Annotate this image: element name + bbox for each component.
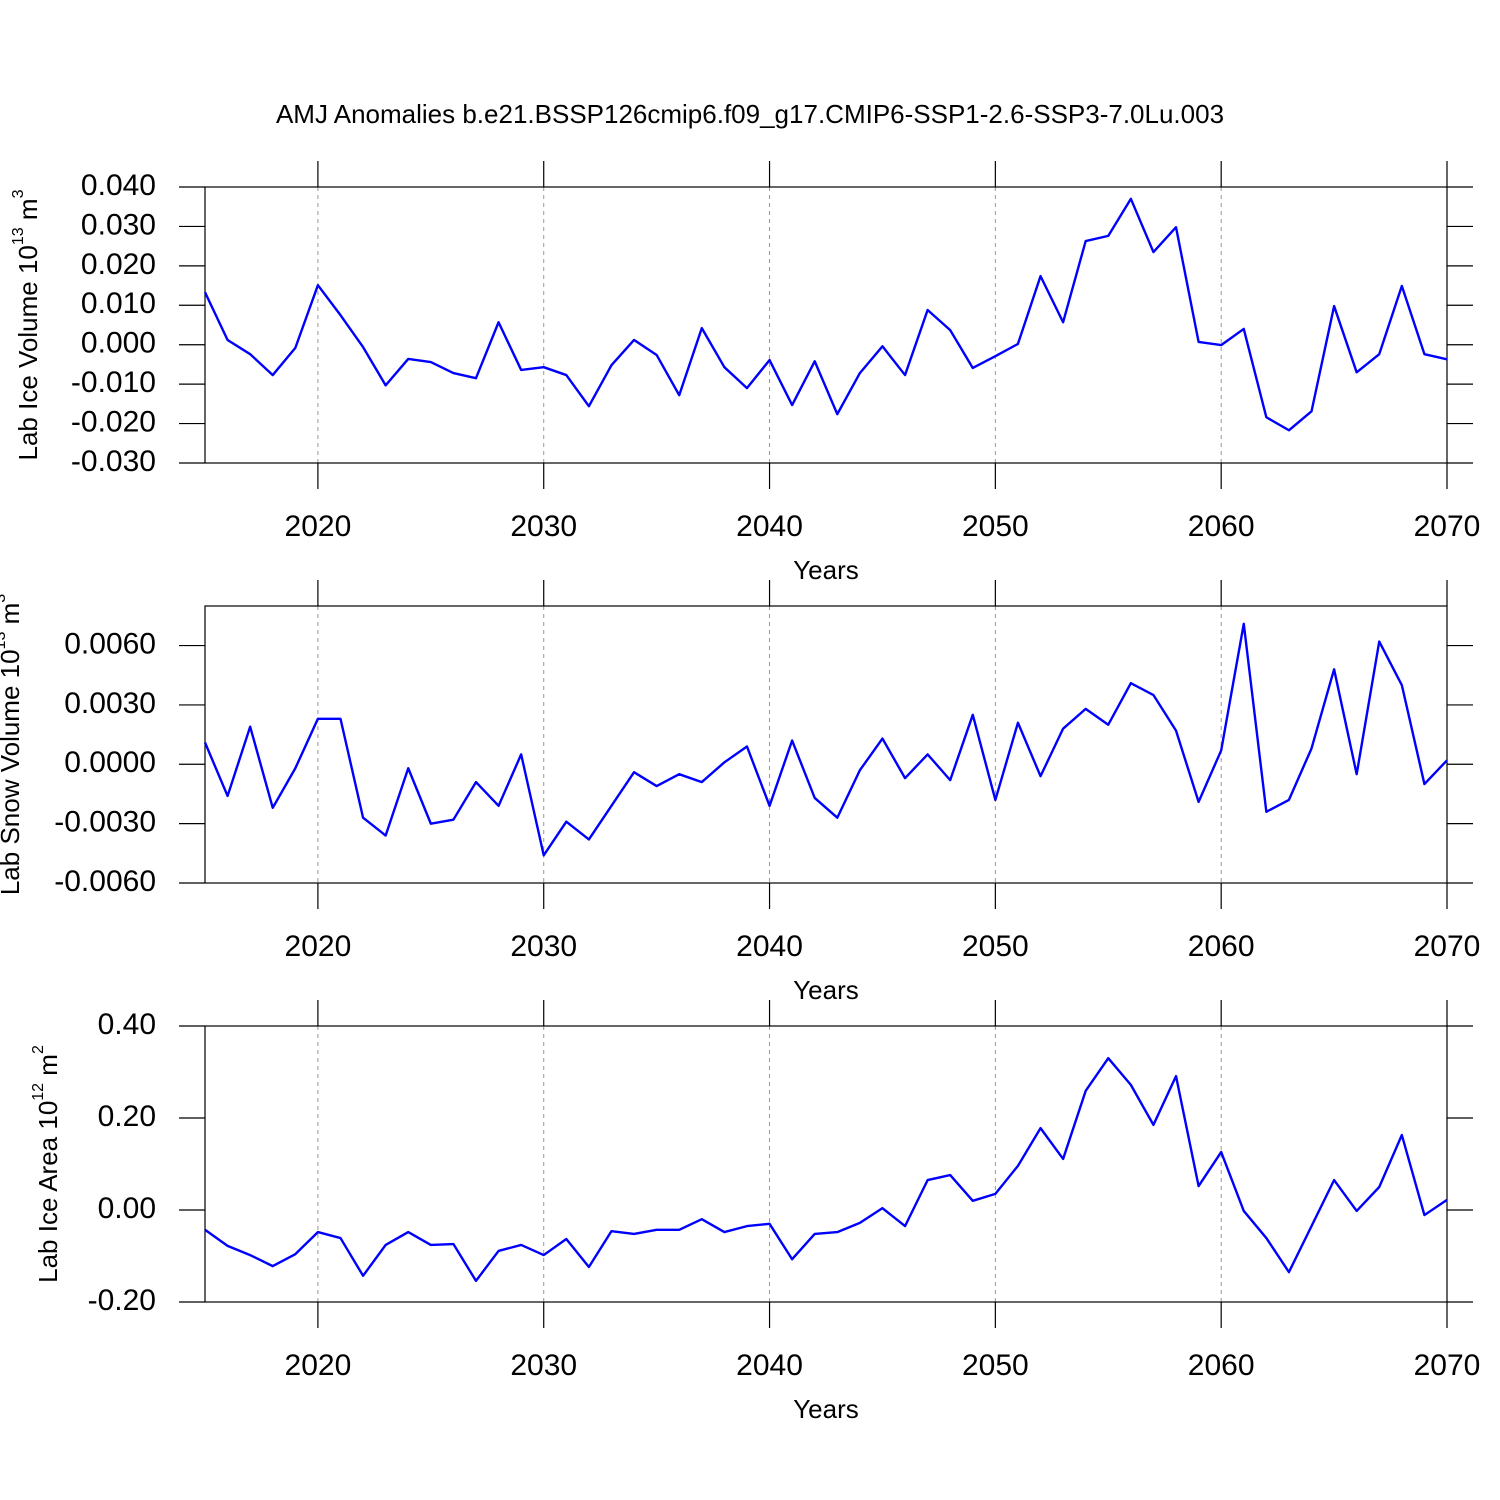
y-tick-label: 0.40 <box>98 1008 156 1041</box>
x-tick-label: 2070 <box>1414 510 1481 543</box>
x-tick-label: 2030 <box>510 1349 577 1382</box>
x-tick-label: 2030 <box>510 510 577 543</box>
x-tick-label: 2040 <box>736 510 803 543</box>
y-label-exp: 13 <box>0 632 9 650</box>
y-label-unit: m <box>33 1054 63 1083</box>
y-tick-label: -0.010 <box>71 366 156 399</box>
y-tick-label: 0.0000 <box>64 746 156 779</box>
x-tick-label: 2020 <box>285 510 352 543</box>
y-label-unit-exp: 2 <box>30 1045 47 1054</box>
data-line <box>204 1057 1448 1283</box>
data-line <box>203 197 1448 432</box>
x-tick-label: 2030 <box>510 930 577 963</box>
data-line <box>203 622 1448 857</box>
x-tick-label: 2070 <box>1414 930 1481 963</box>
x-tick-label: 2050 <box>962 1349 1029 1382</box>
y-tick-label: -0.0030 <box>54 806 156 839</box>
y-tick-label: 0.20 <box>98 1100 156 1133</box>
x-tick-label: 2020 <box>285 1349 352 1382</box>
x-tick-label: 2060 <box>1188 1349 1255 1382</box>
y-tick-label: 0.0030 <box>64 687 156 720</box>
x-tick-label: 2020 <box>285 930 352 963</box>
x-tick-label: 2060 <box>1188 930 1255 963</box>
x-tick-label: 2040 <box>736 930 803 963</box>
y-tick-label: 0.00 <box>98 1192 156 1225</box>
y-label-unit-exp: 3 <box>10 189 27 198</box>
y-tick-label: -0.0060 <box>54 865 156 898</box>
chart-title: AMJ Anomalies b.e21.BSSP126cmip6.f09_g17… <box>276 99 1224 129</box>
y-tick-label: -0.030 <box>71 445 156 478</box>
y-label-unit-exp: 3 <box>0 594 9 603</box>
x-tick-label: 2060 <box>1188 510 1255 543</box>
plot-frame <box>204 186 1448 464</box>
y-label-unit: m <box>0 603 25 632</box>
y-label-text: Lab Snow Volume 10 <box>0 649 25 895</box>
x-tick-label: 2050 <box>962 510 1029 543</box>
y-label-unit: m <box>13 198 43 227</box>
y-label-text: Lab Ice Area 10 <box>33 1101 63 1283</box>
y-tick-label: 0.040 <box>81 169 156 202</box>
x-axis-label: Years <box>793 975 859 1005</box>
x-tick-label: 2040 <box>736 1349 803 1382</box>
x-tick-label: 2050 <box>962 930 1029 963</box>
x-axis-label: Years <box>793 555 859 585</box>
y-tick-label: -0.20 <box>88 1284 156 1317</box>
y-tick-label: 0.010 <box>81 287 156 320</box>
y-tick-label: -0.020 <box>71 405 156 438</box>
y-label-exp: 13 <box>10 227 27 245</box>
y-tick-label: 0.000 <box>81 327 156 360</box>
y-label-text: Lab Ice Volume 10 <box>13 245 43 460</box>
y-tick-label: 0.020 <box>81 248 156 281</box>
plot-frame <box>204 1025 1448 1303</box>
plot-frame <box>204 605 1448 884</box>
y-tick-label: 0.030 <box>81 208 156 241</box>
y-axis-label: Lab Snow Volume 1013 m3 <box>0 594 25 895</box>
y-axis-label: Lab Ice Area 1012 m2 <box>30 1045 63 1283</box>
y-tick-label: 0.0060 <box>64 627 156 660</box>
x-axis-label: Years <box>793 1394 859 1424</box>
x-tick-label: 2070 <box>1414 1349 1481 1382</box>
y-axis-label: Lab Ice Volume 1013 m3 <box>10 189 43 460</box>
y-label-exp: 12 <box>30 1083 47 1101</box>
